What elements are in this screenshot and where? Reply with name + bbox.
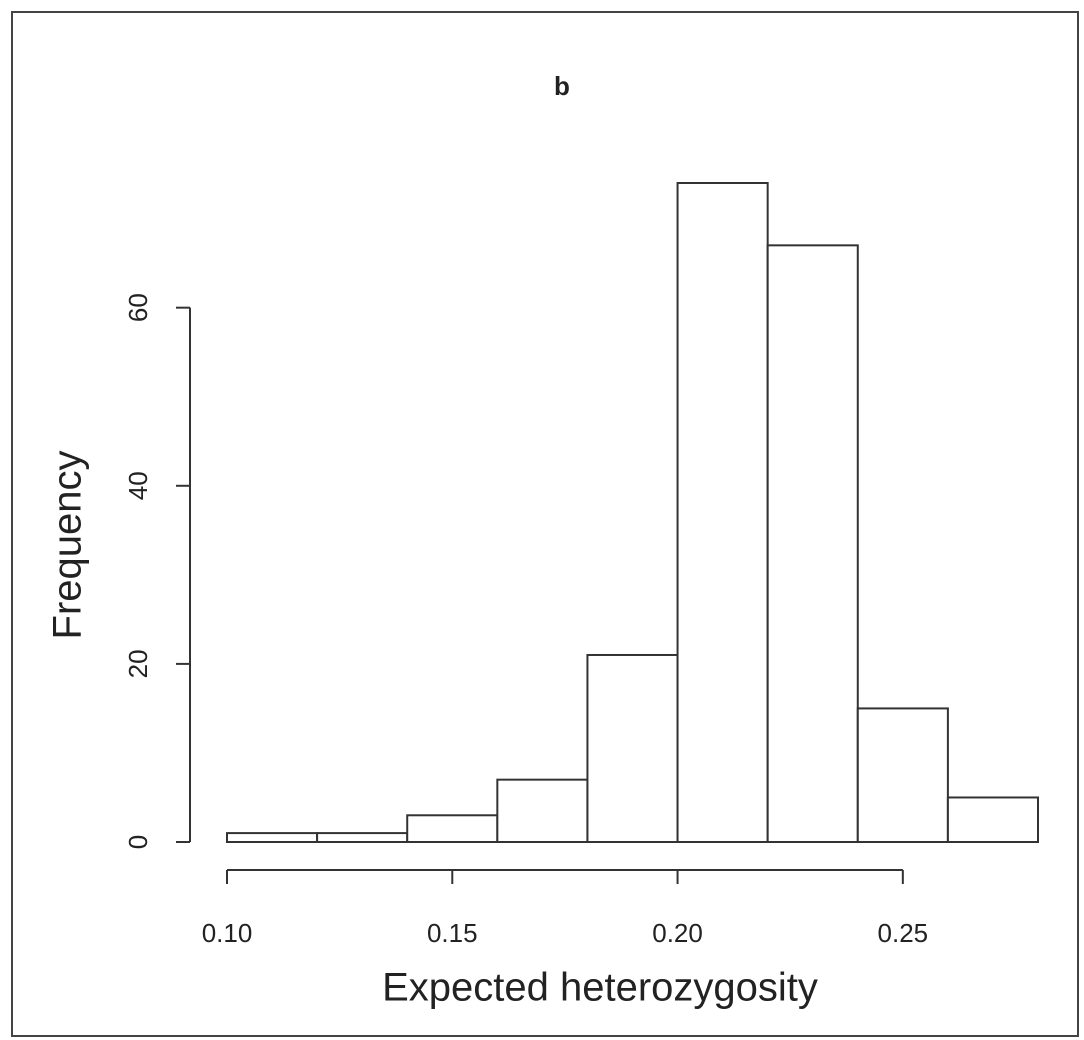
- x-tick-label: 0.25: [878, 918, 929, 948]
- y-tick-label: 0: [123, 835, 153, 849]
- chart-title: b: [554, 71, 570, 101]
- bar: [676, 182, 769, 843]
- bar: [406, 814, 499, 844]
- bar: [586, 653, 679, 844]
- bar: [946, 796, 1040, 843]
- bar: [226, 832, 319, 844]
- frame: [11, 11, 1079, 1037]
- y-tick-label: 60: [123, 293, 153, 322]
- bar: [766, 244, 859, 844]
- bar: [496, 778, 589, 844]
- y-tick-label: 20: [123, 649, 153, 678]
- bar: [316, 832, 409, 844]
- y-tick-label: 40: [123, 471, 153, 500]
- x-tick-label: 0.10: [202, 918, 253, 948]
- x-tick-label: 0.15: [427, 918, 478, 948]
- x-tick-label: 0.20: [652, 918, 703, 948]
- bar: [856, 707, 949, 844]
- x-axis-title: Expected heterozygosity: [382, 966, 818, 1010]
- y-axis-title: Frequency: [46, 451, 90, 640]
